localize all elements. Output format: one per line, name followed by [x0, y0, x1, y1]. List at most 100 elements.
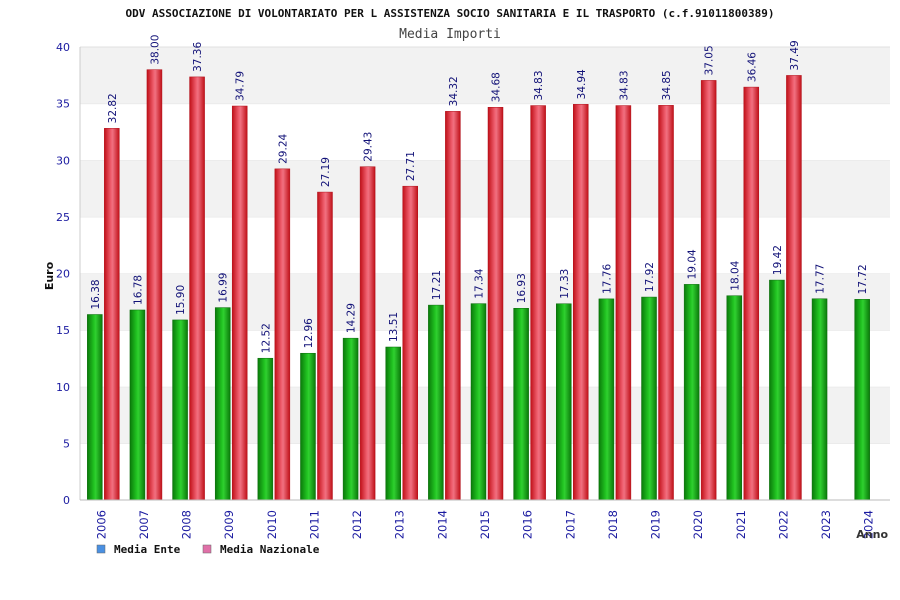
y-tick-label: 40	[56, 41, 70, 54]
legend: Media Ente Media Nazionale	[96, 543, 320, 556]
bar-media-nazionale	[104, 128, 120, 501]
data-label-media-ente: 16.78	[132, 275, 144, 305]
data-label-media-nazionale: 34.85	[661, 70, 673, 100]
x-tick-label: 2010	[265, 510, 279, 539]
y-tick-label: 10	[56, 381, 70, 394]
data-label-media-ente: 19.42	[772, 245, 784, 275]
x-tick-label: 2008	[180, 510, 194, 539]
data-label-media-ente: 19.04	[687, 249, 699, 279]
bar-media-ente	[726, 295, 743, 501]
bar-media-ente	[428, 304, 444, 501]
data-label-media-nazionale: 34.32	[448, 76, 460, 106]
data-label-media-nazionale: 37.36	[192, 42, 204, 72]
bar-media-ente	[129, 309, 146, 501]
y-tick-label: 20	[56, 268, 70, 281]
bar-media-ente	[811, 298, 828, 501]
data-label-media-ente: 17.76	[601, 263, 613, 293]
bar-media-ente	[854, 299, 870, 501]
bar-media-nazionale	[445, 111, 461, 501]
data-label-media-ente: 17.21	[431, 270, 443, 300]
bar-media-nazionale	[274, 168, 291, 501]
data-label-media-nazionale: 34.94	[576, 69, 588, 99]
x-tick-label: 2023	[819, 510, 833, 539]
x-tick-label: 2019	[649, 510, 663, 539]
data-label-media-nazionale: 29.43	[363, 132, 375, 162]
chart-title: ODV ASSOCIAZIONE DI VOLONTARIATO PER L A…	[125, 7, 774, 20]
x-axis-label: Anno	[856, 528, 888, 541]
x-tick-label: 2020	[691, 510, 705, 539]
bar-media-ente	[87, 314, 103, 501]
bar-media-nazionale	[530, 105, 546, 501]
data-label-media-ente: 17.77	[815, 264, 827, 294]
data-label-media-ente: 17.34	[474, 268, 486, 298]
bar-media-nazionale	[231, 105, 248, 501]
bar-media-ente	[683, 284, 700, 501]
bar-media-nazionale	[402, 185, 418, 501]
bar-media-ente	[769, 279, 785, 501]
x-tick-label: 2011	[307, 510, 321, 539]
y-tick-label: 15	[56, 324, 70, 337]
y-tick-label: 5	[63, 437, 70, 450]
bars: 16.38 32.82 16.78 38.00 15.90 37.36 16.99 34.79…	[87, 35, 870, 501]
x-tick-label: 2024	[862, 510, 876, 539]
data-label-media-ente: 16.38	[90, 279, 102, 309]
x-tick-label: 2017	[563, 510, 577, 539]
bar-media-ente	[385, 346, 401, 501]
data-label-media-nazionale: 34.68	[491, 72, 503, 102]
data-label-media-ente: 16.99	[218, 273, 230, 303]
data-label-media-nazionale: 38.00	[149, 35, 161, 65]
data-label-media-ente: 18.04	[729, 260, 741, 290]
bar-media-nazionale	[786, 75, 802, 501]
x-tick-label: 2007	[137, 510, 151, 539]
bar-media-ente	[513, 308, 529, 501]
data-label-media-nazionale: 37.05	[704, 45, 716, 75]
bar-media-nazionale	[743, 86, 760, 501]
bar-media-ente	[257, 357, 274, 501]
x-tick-label: 2012	[350, 510, 364, 539]
x-tick-label: 2013	[393, 510, 407, 539]
data-label-media-nazionale: 32.82	[107, 93, 119, 123]
legend-swatch-media-ente	[96, 544, 106, 554]
bar-media-ente	[556, 303, 572, 501]
bar-media-ente	[598, 298, 615, 501]
data-label-media-nazionale: 34.83	[618, 70, 630, 100]
legend-label-media-ente: Media Ente	[114, 543, 181, 556]
bar-media-nazionale	[487, 106, 504, 501]
data-label-media-ente: 17.72	[857, 264, 869, 294]
data-label-media-nazionale: 27.19	[320, 157, 332, 187]
data-label-media-ente: 12.96	[303, 318, 315, 348]
bar-media-nazionale	[317, 191, 333, 501]
bar-media-nazionale	[573, 104, 589, 501]
x-tick-label: 2015	[478, 510, 492, 539]
legend-swatch-media-nazionale	[202, 544, 212, 554]
y-tick-label: 25	[56, 211, 70, 224]
bar-media-ente	[342, 337, 359, 501]
chart-subtitle: Media Importi	[399, 27, 501, 42]
data-label-media-ente: 12.52	[260, 323, 272, 353]
x-tick-label: 2018	[606, 510, 620, 539]
bar-media-nazionale	[359, 166, 376, 501]
data-label-media-ente: 13.51	[388, 312, 400, 342]
x-tick-label: 2022	[776, 510, 790, 539]
x-tick-label: 2009	[222, 510, 236, 539]
data-label-media-nazionale: 36.46	[746, 52, 758, 82]
data-label-media-nazionale: 34.83	[533, 70, 545, 100]
x-tick-label: 2021	[734, 510, 748, 539]
bar-media-ente	[641, 296, 657, 501]
data-label-media-ente: 17.33	[559, 269, 571, 299]
bar-media-nazionale	[189, 76, 205, 501]
bar-media-nazionale	[146, 69, 163, 501]
data-label-media-ente: 16.93	[516, 273, 528, 303]
bar-media-nazionale	[658, 105, 674, 501]
y-tick-label: 30	[56, 154, 70, 167]
y-axis: 0 5 10 15 20 25 30 35 40	[56, 41, 81, 507]
bar-media-ente	[300, 352, 316, 501]
legend-label-media-nazionale: Media Nazionale	[220, 543, 320, 556]
x-tick-label: 2006	[94, 510, 108, 539]
data-label-media-nazionale: 27.71	[405, 151, 417, 181]
bar-media-ente	[470, 303, 487, 501]
bar-media-ente	[172, 319, 188, 501]
x-tick-label: 2016	[521, 510, 535, 539]
x-tick-label: 2014	[435, 510, 449, 539]
